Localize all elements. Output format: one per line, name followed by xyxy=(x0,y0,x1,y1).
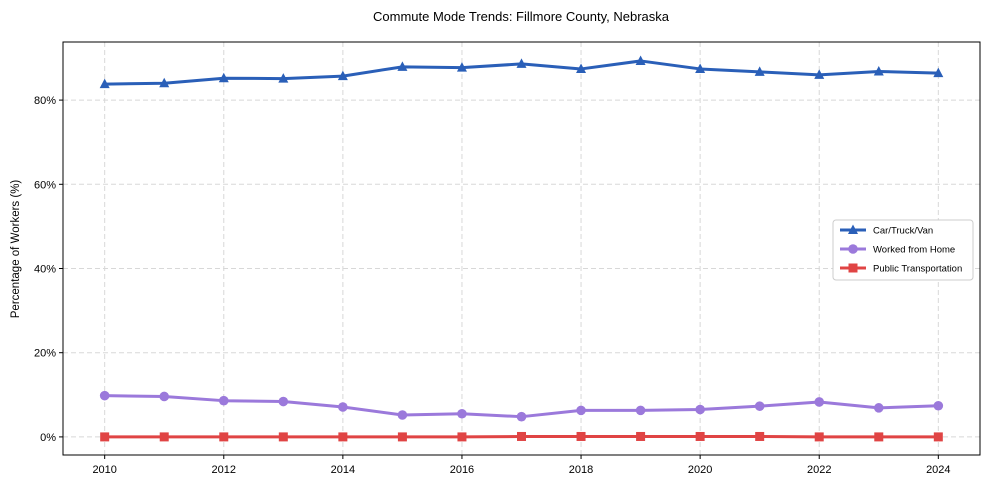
data-point-public-transportation xyxy=(100,432,110,442)
data-point-worked-from-home xyxy=(99,390,110,401)
data-point-public-transportation xyxy=(933,432,943,442)
data-point-public-transportation xyxy=(695,431,705,441)
x-tick-label: 2022 xyxy=(807,464,831,476)
y-tick-label: 80% xyxy=(34,95,56,107)
data-point-car-truck-van xyxy=(873,65,884,76)
data-point-public-transportation xyxy=(338,432,348,442)
legend-label: Car/Truck/Van xyxy=(873,226,933,237)
x-tick-label: 2020 xyxy=(688,464,712,476)
data-point-car-truck-van xyxy=(814,69,825,79)
x-tick-label: 2024 xyxy=(926,464,950,476)
data-point-car-truck-van xyxy=(933,67,944,78)
data-point-worked-from-home xyxy=(635,405,646,416)
x-tick-label: 2010 xyxy=(92,464,116,476)
data-point-car-truck-van xyxy=(218,72,229,83)
x-tick-label: 2014 xyxy=(331,464,355,476)
data-point-worked-from-home xyxy=(695,404,705,415)
data-point-worked-from-home xyxy=(457,408,467,419)
data-point-public-transportation xyxy=(159,432,169,442)
y-tick-label: 0% xyxy=(40,432,56,444)
data-point-public-transportation xyxy=(278,432,288,442)
data-point-public-transportation xyxy=(517,431,526,441)
data-point-car-truck-van xyxy=(635,55,646,65)
data-point-public-transportation xyxy=(576,431,586,441)
data-point-worked-from-home xyxy=(516,411,527,422)
x-tick-label: 2018 xyxy=(569,464,593,476)
y-tick-label: 20% xyxy=(34,348,56,360)
data-point-public-transportation xyxy=(874,432,884,442)
chart-title: Commute Mode Trends: Fillmore County, Ne… xyxy=(373,9,670,24)
data-point-worked-from-home xyxy=(159,391,170,402)
data-point-public-transportation xyxy=(219,432,229,442)
x-tick-label: 2016 xyxy=(450,464,474,476)
data-point-car-truck-van xyxy=(99,78,110,89)
legend: Car/Truck/Van Worked from Home Public Tran… xyxy=(832,219,974,281)
data-point-worked-from-home xyxy=(338,402,348,412)
legend-box xyxy=(832,219,974,281)
data-point-car-truck-van xyxy=(576,63,587,73)
data-point-worked-from-home xyxy=(873,403,884,413)
data-point-worked-from-home xyxy=(933,400,944,411)
data-point-worked-from-home xyxy=(814,397,825,407)
legend-marker xyxy=(848,263,858,273)
data-point-worked-from-home xyxy=(397,410,408,420)
ticks: 2010 2012 2014 2016 2018 2020 2022 2024 0% 20% 40%… xyxy=(34,95,951,476)
data-point-car-truck-van xyxy=(159,77,170,88)
series-group xyxy=(99,55,944,442)
data-point-car-truck-van xyxy=(516,58,527,68)
data-point-car-truck-van xyxy=(456,62,467,72)
data-point-worked-from-home xyxy=(754,401,765,411)
data-point-public-transportation xyxy=(755,431,765,441)
legend-marker xyxy=(848,244,858,254)
data-point-car-truck-van xyxy=(337,70,348,81)
y-tick-label: 60% xyxy=(34,179,56,191)
legend-marker xyxy=(848,224,858,234)
y-tick-label: 40% xyxy=(34,263,56,275)
data-point-public-transportation xyxy=(636,431,646,441)
data-point-car-truck-van xyxy=(397,61,408,71)
data-point-worked-from-home xyxy=(218,395,229,406)
y-axis-label: Percentage of Workers (%) xyxy=(10,180,22,319)
data-point-worked-from-home xyxy=(576,405,586,416)
data-point-car-truck-van xyxy=(278,73,289,83)
plot-frame xyxy=(62,41,981,456)
data-point-worked-from-home xyxy=(278,396,289,407)
legend-label: Worked from Home xyxy=(873,245,955,256)
x-tick-label: 2012 xyxy=(212,464,236,476)
data-point-public-transportation xyxy=(397,432,407,442)
data-point-public-transportation xyxy=(457,432,467,442)
data-point-public-transportation xyxy=(814,432,824,442)
data-point-car-truck-van xyxy=(695,63,706,73)
legend-label: Public Transportation xyxy=(873,264,962,275)
data-point-car-truck-van xyxy=(754,66,765,76)
